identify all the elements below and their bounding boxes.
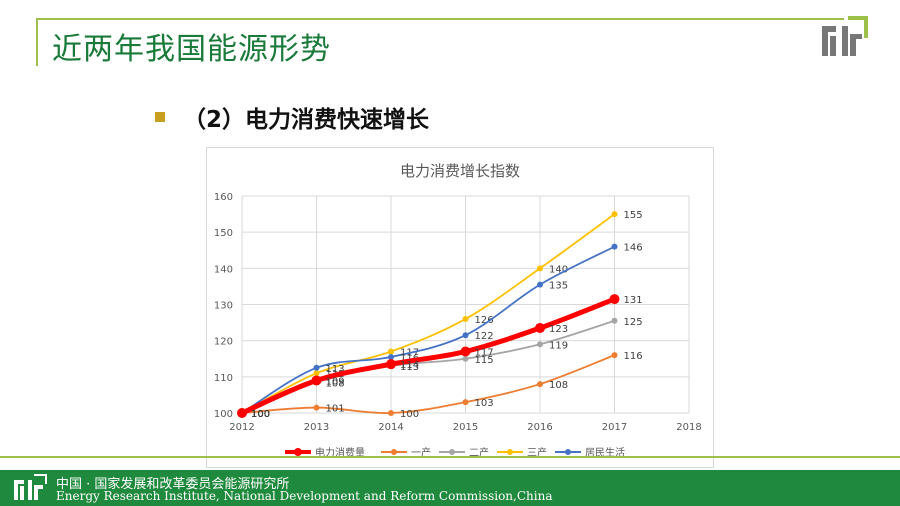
series-line	[241, 245, 616, 414]
y-tick-label: 160	[214, 192, 233, 203]
footer-divider	[0, 456, 900, 458]
data-point	[611, 317, 618, 324]
x-tick-label: 2013	[304, 422, 329, 433]
slide-title: 近两年我国能源形势	[52, 32, 331, 67]
data-point	[462, 315, 469, 322]
line-chart: 100 110 120 130 140 150 160 2012 2013 2014 2015 201…	[214, 192, 702, 459]
legend-marker	[449, 449, 455, 455]
data-point	[388, 353, 394, 360]
data-point	[535, 323, 545, 334]
legend-marker	[507, 449, 513, 455]
data-label: 100	[251, 409, 270, 420]
y-tick-label: 120	[214, 337, 233, 348]
x-tick-label: 2012	[229, 422, 254, 433]
data-label: 122	[475, 331, 494, 342]
legend-label: 一产	[411, 446, 431, 459]
footer-org-cn: 中国 · 国家发展和改革委员会能源研究所	[56, 477, 290, 492]
data-label: 146	[624, 243, 643, 254]
legend-label: 二产	[469, 446, 489, 459]
data-label: 100	[400, 409, 419, 420]
legend-label: 三产	[527, 446, 547, 459]
subheading: （2）电力消费快速增长	[183, 107, 430, 133]
x-tick-label: 2014	[378, 422, 403, 433]
x-tick-label: 2016	[527, 422, 552, 433]
data-label: 108	[549, 380, 568, 391]
data-point	[462, 355, 469, 362]
series-line	[241, 213, 616, 414]
data-label: 155	[624, 210, 643, 221]
series-line	[239, 296, 617, 416]
data-point	[313, 370, 320, 377]
data-point	[537, 341, 543, 348]
data-point	[313, 404, 320, 411]
data-point	[237, 408, 247, 418]
bullet-icon	[155, 112, 165, 122]
title-frame	[36, 18, 844, 66]
eri-footer-logo-icon	[14, 474, 47, 500]
data-point	[611, 211, 618, 218]
data-point	[388, 348, 394, 355]
data-point	[462, 332, 469, 339]
data-label: 135	[549, 281, 568, 292]
chart-container: 电力消费增长指数 100 110 120 130 140 150 160 2012 2013 20…	[206, 147, 714, 468]
data-label: 131	[624, 295, 643, 306]
data-label: 123	[549, 324, 568, 335]
data-point	[537, 281, 543, 288]
series-line	[241, 354, 616, 414]
data-label: 117	[475, 348, 494, 359]
data-point	[311, 375, 322, 386]
data-label: 100	[251, 409, 270, 420]
data-label: 126	[475, 315, 494, 326]
data-point	[611, 243, 618, 250]
x-tick-label: 2017	[602, 422, 627, 433]
data-label: 108	[326, 378, 345, 389]
data-point	[313, 364, 320, 371]
data-label: 100	[251, 409, 270, 420]
data-point	[386, 359, 396, 370]
footer-bar	[0, 470, 900, 506]
x-tick-label: 2018	[676, 422, 701, 433]
chart-title: 电力消费增长指数	[399, 162, 520, 180]
data-point	[462, 399, 469, 406]
data-label: 100	[251, 409, 270, 420]
data-label: 101	[326, 404, 345, 415]
eri-logo-icon	[822, 16, 868, 56]
data-label: 114	[400, 360, 419, 371]
data-point	[537, 381, 543, 388]
data-label: 100	[251, 409, 270, 420]
footer-org-en: Energy Research Institute, National Deve…	[56, 489, 553, 503]
data-label: 109	[326, 376, 345, 387]
subheading-row: （2）电力消费快速增长	[155, 100, 429, 134]
data-point	[609, 294, 620, 305]
y-tick-label: 150	[214, 228, 233, 239]
data-label: 113	[326, 364, 345, 375]
data-point	[611, 352, 618, 359]
legend-label: 居民生活	[585, 446, 625, 459]
data-label: 116	[400, 353, 419, 364]
x-tick-label: 2015	[453, 422, 478, 433]
y-tick-label: 100	[214, 409, 233, 420]
data-label: 103	[475, 398, 494, 409]
data-point	[388, 410, 394, 416]
legend-label: 电力消费量	[315, 446, 365, 459]
y-tick-label: 130	[214, 301, 233, 312]
y-tick-label: 110	[214, 373, 233, 384]
data-label: 115	[475, 355, 494, 366]
data-label: 113	[400, 362, 419, 373]
data-label: 119	[549, 340, 568, 351]
data-point	[460, 346, 471, 357]
y-tick-label: 140	[214, 264, 233, 275]
data-label: 125	[624, 317, 643, 328]
data-label: 140	[549, 264, 568, 275]
data-label: 116	[624, 351, 643, 362]
legend-marker	[565, 449, 571, 455]
legend-marker	[294, 448, 302, 456]
legend-marker	[391, 449, 397, 455]
data-point	[537, 265, 543, 272]
